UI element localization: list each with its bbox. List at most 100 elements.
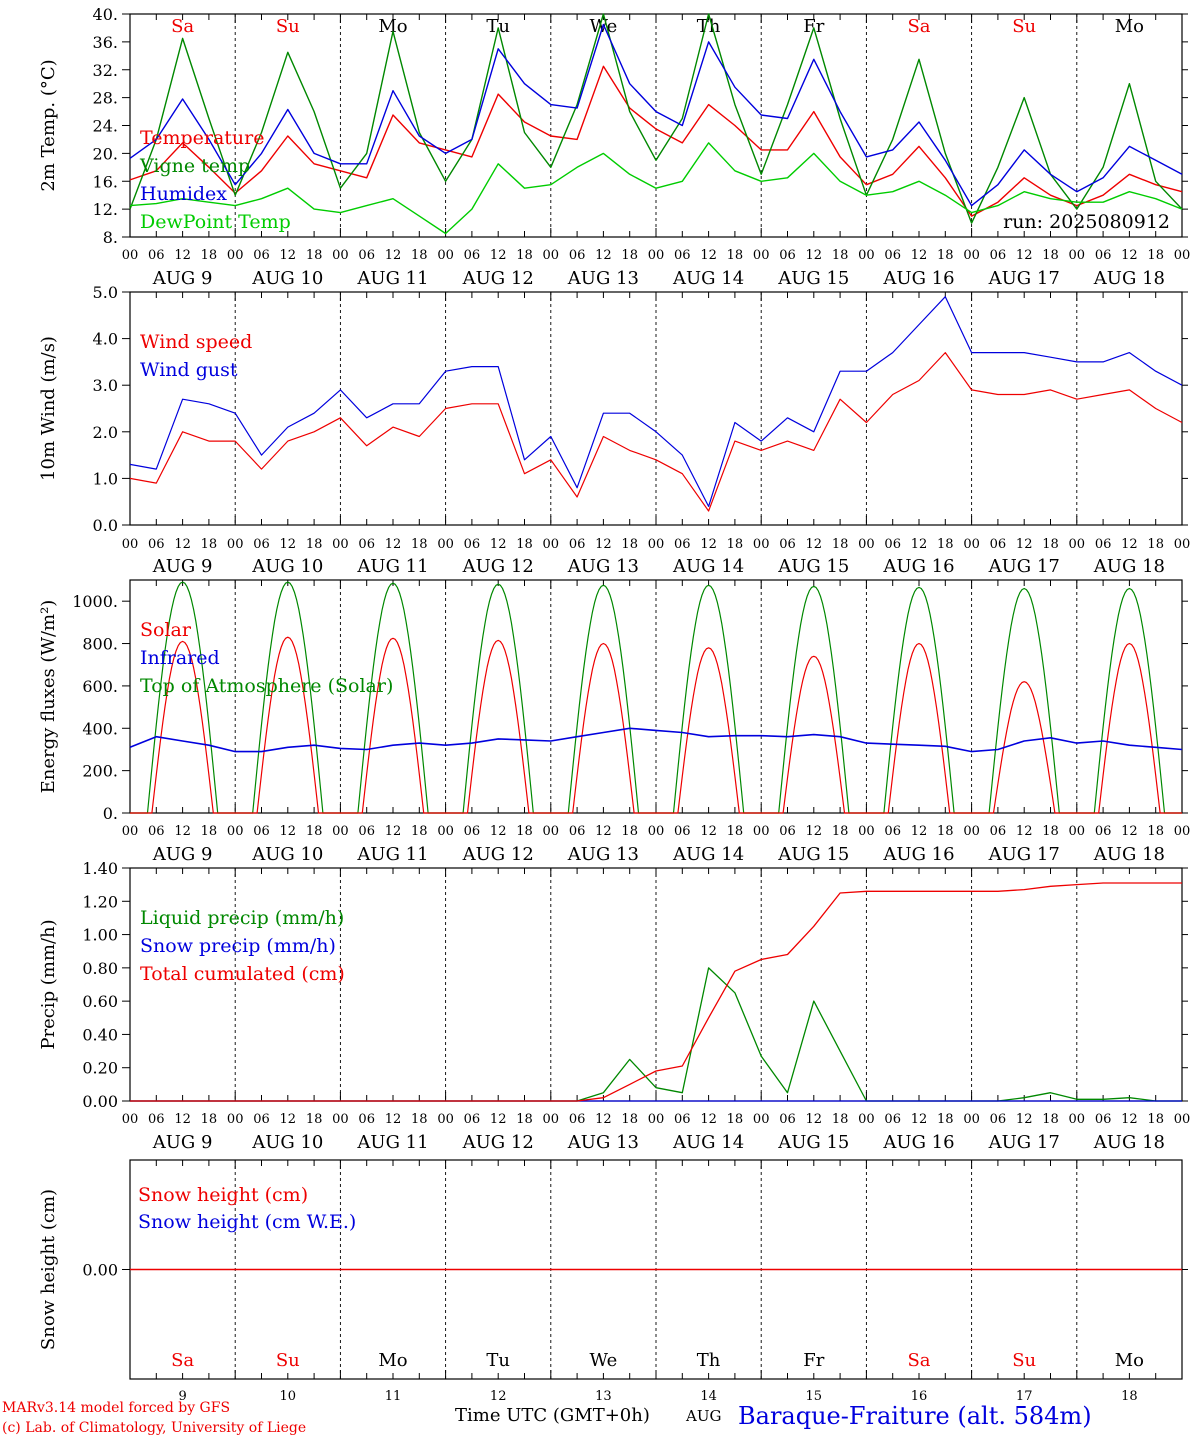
- date-label: AUG 9: [152, 844, 213, 865]
- date-label: AUG 15: [777, 1132, 849, 1153]
- series-infrared-line: [129, 727, 1183, 753]
- hour-label: 12: [490, 248, 507, 263]
- day-name: Fr: [803, 1350, 824, 1371]
- panel-5: 0.00 Snow height (cm) Snow height (cm) Snow…: [38, 1159, 1188, 1404]
- hour-label: 00: [227, 1112, 244, 1127]
- day-number: 10: [280, 1389, 297, 1404]
- hour-label: 00: [1174, 537, 1191, 552]
- hour-label: 06: [990, 1112, 1007, 1127]
- hour-label: 06: [779, 537, 796, 552]
- date-label: AUG 15: [777, 844, 849, 865]
- hour-label: 06: [148, 248, 165, 263]
- series-humidex-line: [129, 23, 1183, 207]
- y-tick-label: 24.: [93, 117, 118, 136]
- hour-label: 00: [332, 1112, 349, 1127]
- hour-label: 00: [1174, 824, 1191, 839]
- day-number: 16: [911, 1389, 928, 1404]
- hour-label: 06: [358, 824, 375, 839]
- day-number: 12: [490, 1389, 507, 1404]
- legend-entry: Snow precip (mm/h): [140, 935, 336, 957]
- y-tick-label: 0.40: [82, 1025, 118, 1044]
- month-label: AUG: [686, 1407, 722, 1425]
- hour-label: 18: [516, 248, 533, 263]
- hour-label: 00: [858, 824, 875, 839]
- date-label: AUG 10: [251, 844, 323, 865]
- hour-label: 12: [806, 824, 823, 839]
- day-name: Sa: [171, 16, 194, 37]
- hour-label: 00: [648, 248, 665, 263]
- hour-label: 06: [148, 824, 165, 839]
- hour-label: 00: [227, 537, 244, 552]
- hour-label: 18: [306, 537, 323, 552]
- hour-label: 18: [201, 824, 218, 839]
- series-dewpoint-temp-line: [129, 142, 1183, 235]
- hour-label: 06: [884, 537, 901, 552]
- hour-label: 18: [727, 1112, 744, 1127]
- hour-label: 12: [595, 248, 612, 263]
- day-number: 13: [595, 1389, 612, 1404]
- hour-label: 06: [884, 824, 901, 839]
- hour-label: 00: [963, 1112, 980, 1127]
- hour-label: 06: [990, 537, 1007, 552]
- y-tick-label: 2.0: [93, 423, 118, 442]
- hour-label: 06: [884, 1112, 901, 1127]
- day-name: Fr: [803, 16, 824, 37]
- hour-label: 06: [1095, 248, 1112, 263]
- date-label: AUG 12: [462, 1132, 534, 1153]
- date-label: AUG 13: [567, 268, 639, 289]
- y-tick-label: 36.: [93, 33, 118, 52]
- hour-label: 12: [1016, 248, 1033, 263]
- hour-label: 06: [148, 537, 165, 552]
- y-tick-label: 3.0: [93, 376, 118, 395]
- hour-label: 12: [1121, 824, 1138, 839]
- y-tick-label: 200.: [82, 762, 118, 781]
- hour-label: 12: [280, 537, 297, 552]
- date-label: AUG 18: [1093, 1132, 1165, 1153]
- hour-label: 06: [148, 1112, 165, 1127]
- hour-label: 06: [464, 537, 481, 552]
- hour-label: 18: [937, 824, 954, 839]
- hour-label: 00: [963, 248, 980, 263]
- station-name: Baraque-Fraiture (alt. 584m): [738, 1402, 1092, 1430]
- date-label: AUG 14: [672, 844, 744, 865]
- legend-entry: Snow height (cm): [138, 1184, 308, 1206]
- hour-label: 00: [858, 1112, 875, 1127]
- y-tick-label: 8.: [103, 228, 118, 247]
- day-number: 18: [1121, 1389, 1138, 1404]
- legend-entry: Liquid precip (mm/h): [140, 907, 344, 929]
- hour-label: 12: [174, 1112, 191, 1127]
- hour-label: 00: [437, 248, 454, 263]
- panel-2: 0.0 1.0 2.0 3.0 4.0 5.0 10m Wind (m/s) Wind spe…: [38, 283, 1190, 577]
- day-number: 17: [1016, 1389, 1033, 1404]
- hour-label: 12: [385, 1112, 402, 1127]
- hour-label: 18: [727, 824, 744, 839]
- hour-label: 00: [332, 824, 349, 839]
- y-axis-label: 10m Wind (m/s): [38, 336, 59, 481]
- y-axis-label: 2m Temp. (°C): [38, 59, 59, 191]
- hour-label: 06: [674, 537, 691, 552]
- date-label: AUG 9: [152, 268, 213, 289]
- date-label: AUG 15: [777, 268, 849, 289]
- y-tick-label: 32.: [93, 61, 118, 80]
- date-label: AUG 13: [567, 1132, 639, 1153]
- hour-label: 12: [1121, 248, 1138, 263]
- date-label: AUG 11: [356, 556, 428, 577]
- hour-label: 00: [543, 537, 560, 552]
- hour-label: 18: [621, 537, 638, 552]
- day-name: Su: [1012, 16, 1036, 37]
- legend-entry: Temperature: [140, 127, 264, 149]
- date-label: AUG 10: [251, 1132, 323, 1153]
- hour-label: 00: [648, 1112, 665, 1127]
- hour-label: 18: [306, 1112, 323, 1127]
- date-label: AUG 13: [567, 844, 639, 865]
- y-tick-label: 0.0: [93, 516, 118, 535]
- day-name: Mo: [378, 1350, 407, 1371]
- hour-label: 00: [227, 824, 244, 839]
- y-axis-label: Precip (mm/h): [38, 919, 59, 1049]
- y-tick-label: 0.80: [82, 959, 118, 978]
- time-axis-label: Time UTC (GMT+0h): [455, 1405, 650, 1426]
- hour-label: 00: [122, 1112, 139, 1127]
- panel-1: 8. 12. 16. 20. 24. 28. 32. 36. 40. 2m Temp. (°C) S…: [38, 5, 1190, 289]
- legend-entry: Infrared: [140, 647, 220, 669]
- hour-label: 00: [122, 537, 139, 552]
